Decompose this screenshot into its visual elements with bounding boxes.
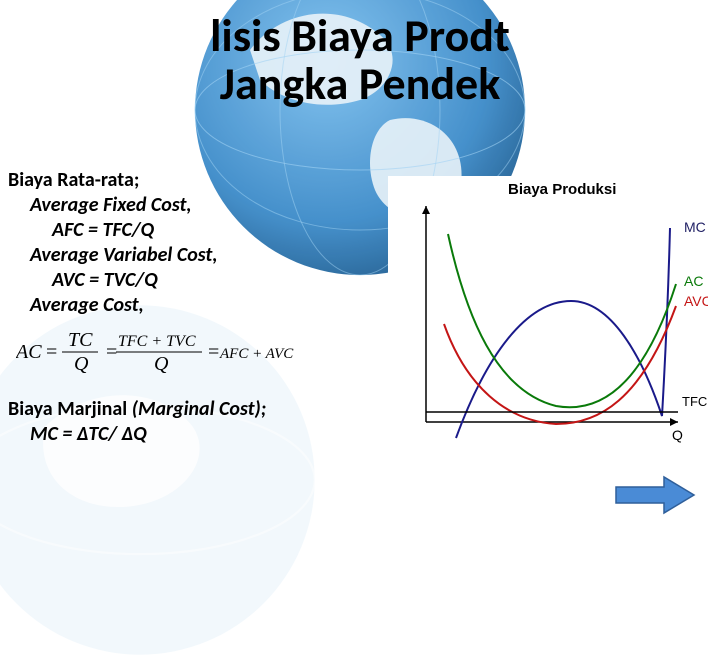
svg-text:AC: AC: [684, 273, 703, 289]
chart-title: Biaya Produksi: [508, 181, 616, 198]
avg-cost-heading: Biaya Rata-rata;: [8, 168, 358, 193]
svg-text:MC: MC: [684, 219, 706, 235]
afc-label: Average Fixed Cost,: [8, 193, 358, 218]
mc-formula: MC = ΔTC/ ΔQ: [8, 422, 358, 447]
arrow-right-icon: [612, 473, 698, 517]
cost-chart: Biaya Produksi Q MC AC AVC TFC: [388, 176, 708, 456]
svg-text:AFC + AVC: AFC + AVC: [219, 346, 294, 362]
ac-formula-image: AC = TC Q = TFC + TVC Q = AFC + AVC: [16, 326, 296, 376]
svg-text:TC: TC: [68, 329, 93, 351]
left-content: Biaya Rata-rata; Average Fixed Cost, AFC…: [8, 168, 358, 447]
ac-label: Average Cost,: [8, 293, 358, 318]
svg-text:TFC + TVC: TFC + TVC: [118, 333, 196, 350]
svg-text:Q: Q: [154, 353, 169, 375]
avc-label: Average Variabel Cost,: [8, 243, 358, 268]
svg-text:Q: Q: [672, 427, 683, 443]
marginal-heading: Biaya Marjinal: [8, 397, 127, 421]
svg-text:TFC: TFC: [682, 394, 707, 409]
ac-lhs: AC: [16, 341, 42, 363]
title-line-1: lisis Biaya Prodt: [0, 12, 720, 60]
next-arrow-button[interactable]: [612, 473, 698, 522]
title-line-2: Jangka Pendek: [0, 60, 720, 108]
svg-text:=: =: [106, 341, 117, 363]
avc-formula: AVC = TVC/Q: [8, 268, 358, 293]
svg-text:=: =: [208, 341, 219, 363]
marginal-sub: (Marginal Cost);: [132, 397, 267, 421]
svg-text:=: =: [46, 341, 57, 363]
svg-text:AVC: AVC: [684, 293, 708, 309]
afc-formula: AFC = TFC/Q: [8, 218, 358, 243]
slide-title: lisis Biaya Prodt Jangka Pendek: [0, 0, 720, 109]
svg-text:Q: Q: [74, 353, 89, 375]
